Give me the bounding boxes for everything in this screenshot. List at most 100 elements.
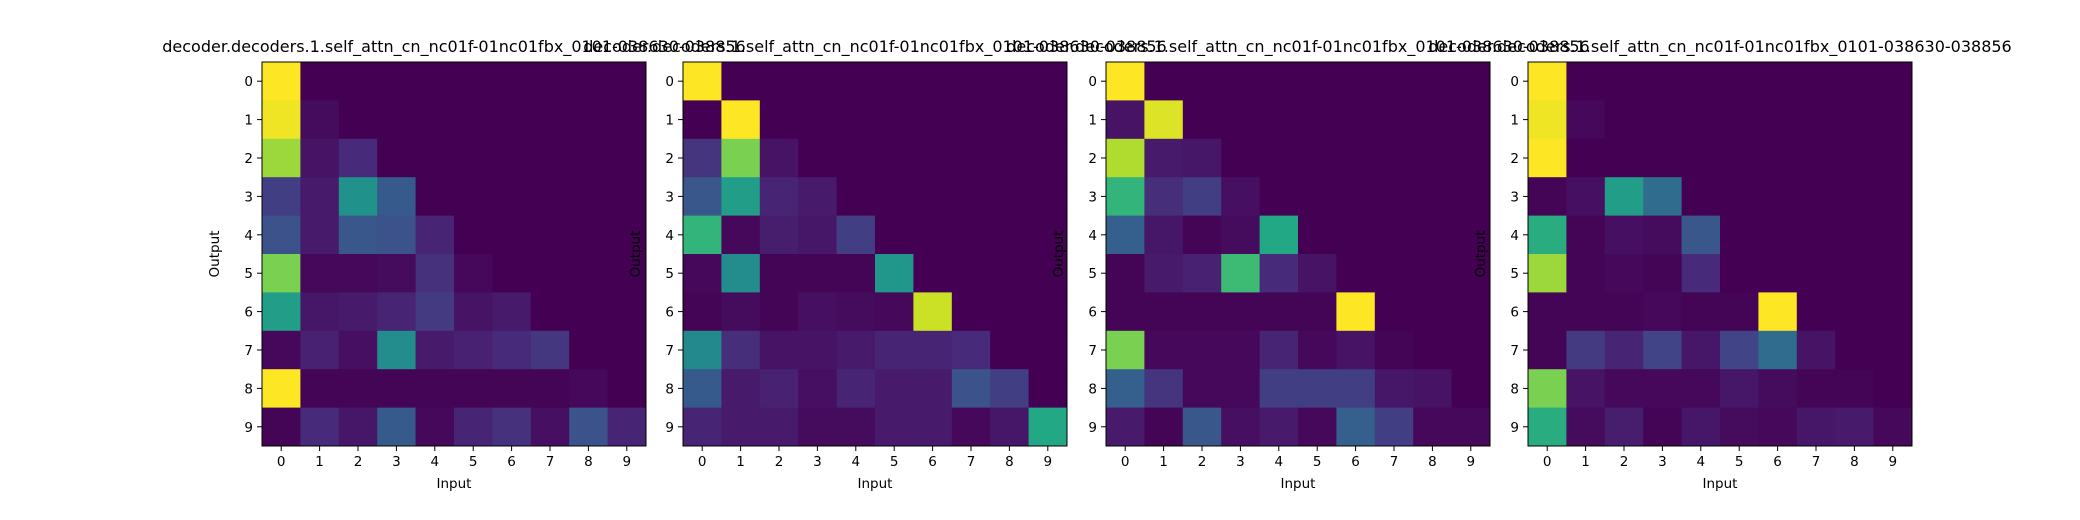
heatmap-cell: [492, 100, 532, 140]
heatmap-cell: [1259, 177, 1299, 217]
heatmap-cell: [415, 215, 455, 255]
heatmap-cell: [1221, 138, 1261, 178]
heatmap-cell: [1796, 254, 1836, 293]
heatmap-cell: [875, 177, 914, 217]
heatmap-cell: [1873, 138, 1913, 178]
heatmap-panel-3: 0 1 2 3 4 5 6 7 8 9 0 1 2 3 4 5 6 7 8 9 Input Output decoder.d…: [1006, 37, 1589, 492]
heatmap-cell: [913, 177, 953, 217]
heatmap-cell: [569, 292, 609, 332]
heatmap-cell: [1758, 138, 1798, 178]
x-tick-label: 6: [1773, 454, 1782, 470]
heatmap-cell: [1643, 330, 1683, 370]
heatmap-cell: [836, 138, 876, 178]
heatmap-cell: [607, 292, 647, 332]
heatmap-cell: [1566, 177, 1606, 217]
heatmap-cell: [1528, 292, 1567, 332]
heatmap-cell: [1336, 177, 1376, 217]
x-tick-label: 0: [1543, 454, 1552, 470]
heatmap-cell: [1336, 407, 1376, 447]
heatmap-cell: [1413, 330, 1453, 370]
heatmap-cell: [721, 407, 761, 447]
axes-frame: [261, 61, 647, 447]
heatmap-cell: [300, 138, 340, 178]
y-tick-label: 3: [244, 189, 253, 205]
y-tick-label: 6: [665, 305, 674, 321]
heatmap-cell: [1566, 369, 1606, 409]
heatmap-cell: [1374, 177, 1414, 217]
heatmap-cell: [1298, 292, 1337, 332]
heatmap-cell: [607, 177, 647, 217]
heatmap-cell: [492, 407, 532, 447]
heatmap-cell: [721, 138, 761, 178]
heatmap-cell: [1758, 369, 1798, 409]
heatmap-cell: [1106, 62, 1145, 101]
heatmap-cell: [377, 330, 417, 370]
y-axis-label: Output: [1051, 231, 1067, 278]
heatmap-cell: [1796, 138, 1836, 178]
heatmap-cell: [492, 254, 532, 293]
heatmap-cell: [1835, 100, 1875, 140]
heatmap-cell: [1720, 177, 1759, 217]
heatmap-cell: [1182, 292, 1222, 332]
heatmap-cell: [530, 369, 570, 409]
heatmap-cell: [300, 369, 340, 409]
heatmap-cell: [836, 369, 876, 409]
heatmap-cell: [721, 100, 761, 140]
heatmap-cell: [875, 254, 914, 293]
heatmap-cell: [1681, 330, 1721, 370]
heatmap-cell: [1604, 330, 1644, 370]
heatmap-cell: [1835, 138, 1875, 178]
x-tick-label: 1: [1581, 454, 1590, 470]
heatmap-cell: [1221, 215, 1261, 255]
heatmap-cell: [1182, 100, 1222, 140]
heatmap-cell: [454, 100, 493, 140]
heatmap-cell: [759, 292, 799, 332]
heatmap-cell: [569, 62, 609, 101]
heatmap-cell: [759, 100, 799, 140]
y-tick-label: 6: [244, 305, 253, 321]
x-tick-label: 1: [736, 454, 745, 470]
heatmap-cell: [1643, 100, 1683, 140]
heatmap-cell: [530, 62, 570, 101]
x-tick-label: 5: [1313, 454, 1322, 470]
heatmap-cell: [1528, 177, 1567, 217]
heatmap-cell: [1681, 100, 1721, 140]
y-tick-label: 4: [665, 228, 674, 244]
heatmap-cell: [798, 177, 838, 217]
heatmap-cell: [913, 407, 953, 447]
heatmap-cell: [1106, 100, 1145, 140]
heatmap-cell: [1796, 177, 1836, 217]
heatmap-cell: [990, 177, 1030, 217]
heatmap-cell: [913, 292, 953, 332]
heatmap-cell: [1681, 215, 1721, 255]
heatmap-cell: [300, 177, 340, 217]
heatmap-cell: [990, 62, 1030, 101]
heatmap-cell: [1221, 62, 1261, 101]
heatmap-cell: [1835, 407, 1875, 447]
heatmap-panel-2: 0 1 2 3 4 5 6 7 8 9 0 1 2 3 4 5 6 7 8 9 Input Output decoder.d…: [583, 37, 1166, 492]
heatmap-cell: [1144, 254, 1184, 293]
heatmap-cell: [721, 215, 761, 255]
heatmap-cell: [913, 62, 953, 101]
heatmap-cell: [262, 407, 301, 447]
y-tick-label: 5: [1088, 266, 1097, 282]
heatmap-cell: [1604, 254, 1644, 293]
x-tick-label: 7: [546, 454, 555, 470]
heatmap-cell: [338, 100, 378, 140]
x-tick-label: 8: [584, 454, 593, 470]
x-tick-label: 9: [1889, 454, 1898, 470]
heatmap-cell: [1028, 177, 1068, 217]
heatmap-cell: [836, 292, 876, 332]
heatmap-cell: [1221, 254, 1261, 293]
x-axis-label: Input: [1703, 476, 1738, 492]
heatmap-cell: [836, 62, 876, 101]
heatmap-cell: [1221, 177, 1261, 217]
heatmap-cell: [1451, 177, 1491, 217]
y-tick-label: 6: [1510, 305, 1519, 321]
heatmap-cell: [1451, 62, 1491, 101]
heatmap-cell: [1374, 62, 1414, 101]
heatmap-cell: [1643, 254, 1683, 293]
heatmap-cell: [1720, 369, 1759, 409]
heatmap-cell: [721, 62, 761, 101]
heatmap-cell: [1758, 292, 1798, 332]
